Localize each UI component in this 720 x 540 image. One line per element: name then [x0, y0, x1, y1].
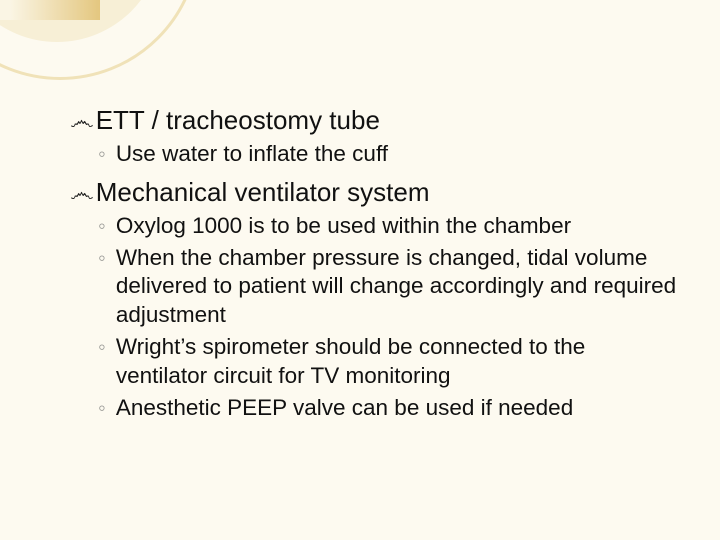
sub-list-item: ◦ Wright’s spirometer should be connecte…: [98, 333, 680, 391]
sub-bullet-icon: ◦: [98, 394, 106, 422]
sub-bullet-icon: ◦: [98, 212, 106, 240]
slide-content: ෴ ETT / tracheostomy tube ◦ Use water to…: [70, 98, 680, 430]
main-bullet-icon: ෴: [70, 181, 94, 206]
sub-item-text: Wright’s spirometer should be connected …: [116, 333, 680, 391]
sub-bullet-icon: ◦: [98, 140, 106, 168]
list-item: ෴ ETT / tracheostomy tube: [70, 104, 680, 137]
sub-item-text: Use water to inflate the cuff: [116, 140, 388, 169]
main-bullet-icon: ෴: [70, 109, 94, 134]
sub-bullet-icon: ◦: [98, 333, 106, 361]
sub-item-text: When the chamber pressure is changed, ti…: [116, 244, 680, 330]
list-item: ෴ Mechanical ventilator system: [70, 176, 680, 209]
sub-list: ◦ Oxylog 1000 is to be used within the c…: [98, 212, 680, 423]
main-item-text: Mechanical ventilator system: [96, 176, 430, 209]
sub-list-item: ◦ Oxylog 1000 is to be used within the c…: [98, 212, 680, 241]
sub-bullet-icon: ◦: [98, 244, 106, 272]
sub-list-item: ◦ Use water to inflate the cuff: [98, 140, 680, 169]
sub-item-text: Anesthetic PEEP valve can be used if nee…: [116, 394, 573, 423]
main-item-text: ETT / tracheostomy tube: [96, 104, 380, 137]
sub-item-text: Oxylog 1000 is to be used within the cha…: [116, 212, 571, 241]
top-gold-bar: [0, 0, 100, 20]
sub-list-item: ◦ When the chamber pressure is changed, …: [98, 244, 680, 330]
sub-list: ◦ Use water to inflate the cuff: [98, 140, 680, 169]
sub-list-item: ◦ Anesthetic PEEP valve can be used if n…: [98, 394, 680, 423]
